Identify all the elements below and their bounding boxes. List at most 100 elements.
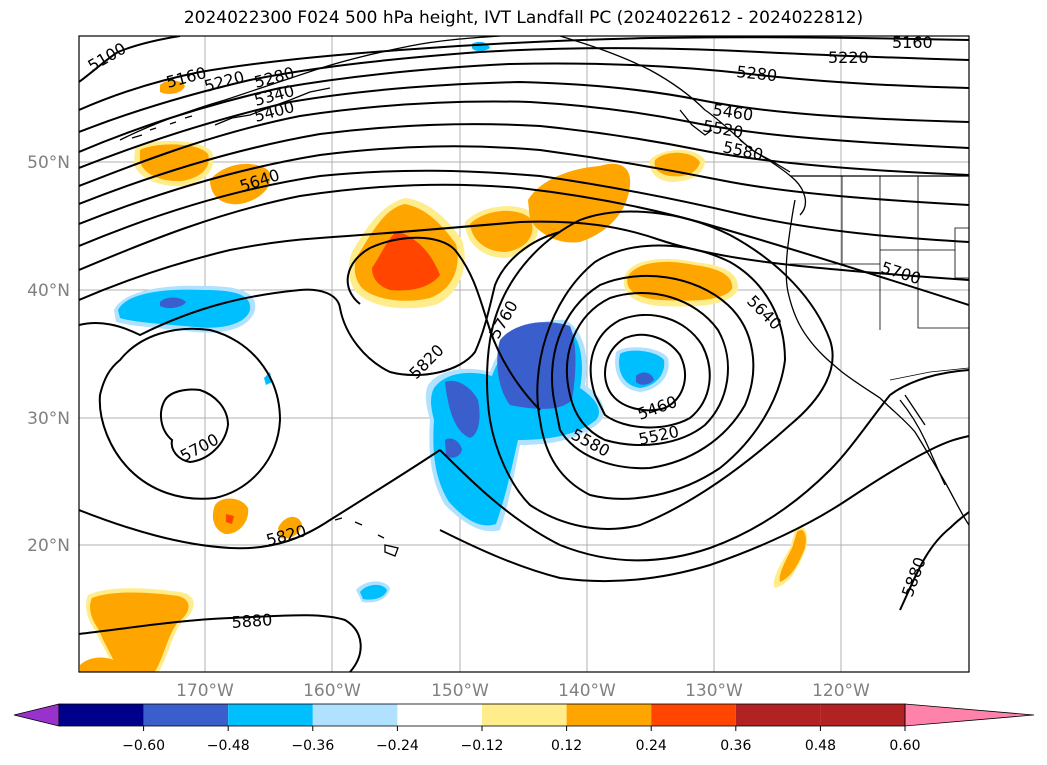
colorbar-tick-label: −0.60 [122,738,165,754]
baja-peninsula [899,394,946,486]
colorbar-tick-label: 0.36 [720,738,751,754]
colorbar-extend-low [14,704,59,726]
lat-label: 30°N [27,409,70,429]
cutoff-5460 [604,333,686,412]
ivt-region [445,380,480,438]
ivt-region [360,584,387,600]
contour-5280 [79,62,969,153]
contour-label: 5880 [231,610,273,632]
ivt-region [160,297,186,309]
colorbar-segment [59,704,144,726]
colorbar-segment [735,704,821,726]
contour-5880-trough [439,435,969,583]
contour-5700-north [79,220,969,301]
contour-5700-low [159,388,230,464]
lon-label: 120°W [812,681,870,701]
contour-5820-ridge [79,231,561,376]
colorbar-segment [651,704,736,726]
colorbar-tick-label: −0.36 [291,738,334,754]
lon-label: 150°W [431,681,489,701]
ivt-region [372,231,440,291]
colorbar-segment [312,704,398,726]
contour-5340 [79,80,969,169]
contour-5820-south [79,449,441,550]
ivt-region [226,514,234,524]
contour-5460-upper [79,123,969,205]
map-area: 5100 5160 5220 5280 5340 5400 5640 5160 … [79,33,969,672]
map-title: 2024022300 F024 500 hPa height, IVT Land… [183,8,864,28]
contour-label: 5280 [736,62,778,85]
lon-label: 170°W [176,681,234,701]
contour-5880-east [899,511,969,611]
ivt-region [470,210,533,252]
colorbar-tick-label: −0.12 [461,738,504,754]
hawaii-islands [334,517,399,557]
se-alaska-coast [559,36,807,216]
colorbar-segment [143,704,229,726]
latitude-labels: 50°N 40°N 30°N 20°N [27,153,70,556]
colorbar: −0.60 −0.48 −0.36 −0.24 −0.12 0.12 0.24 … [13,703,1035,754]
ivt-region [160,80,185,94]
ivt-region [636,372,654,385]
colorbar-ticks [143,726,906,731]
contour-5400 [79,100,969,187]
contour-label: 5160 [892,33,933,52]
ivt-region [445,438,462,458]
contour-5760-low [98,327,282,500]
colorbar-segment [397,704,482,726]
ivt-region [528,163,631,243]
height-contours [79,36,969,672]
longitude-labels: 170°W 160°W 150°W 140°W 130°W 120°W [176,681,870,701]
ivt-region [118,289,251,328]
us-west-coast [785,199,969,526]
colorbar-tick-label: 0.60 [889,738,920,754]
lat-label: 20°N [27,536,70,556]
ivt-positive-regions [80,80,808,672]
lat-label: 50°N [27,153,70,173]
ivt-region [278,516,302,539]
contour-5820-trough [439,369,969,562]
colorbar-tick-label: −0.48 [207,738,250,754]
contour-5100 [79,36,181,83]
ivt-region [90,592,189,672]
colorbar-tick-label: 0.12 [551,738,582,754]
mexico-border [889,367,969,381]
colorbar-segment [482,704,567,726]
ivt-region [140,144,209,182]
colorbar-segment [820,704,905,726]
lon-label: 140°W [558,681,616,701]
lat-label: 40°N [27,281,70,301]
aleutian-islands [131,115,193,139]
contour-5760-trough [486,210,834,530]
cutoff-5520 [589,313,711,429]
ivt-region [210,163,271,205]
contour-5520-upper [79,145,969,225]
ivt-negative-regions [114,41,669,603]
contour-5880-south [79,614,362,672]
contour-5640-upper [79,183,969,306]
cutoff-5580 [566,292,729,446]
colorbar-tick-label: 0.24 [636,738,667,754]
lon-label: 130°W [685,681,743,701]
colorbar-tick-label: 0.48 [805,738,836,754]
contour-5580-upper [79,169,969,247]
colorbar-extend-high [905,704,1034,726]
bc-islands [679,109,791,173]
colorbar-tick-label: −0.24 [376,738,419,754]
ivt-region [627,261,733,301]
lon-label: 160°W [303,681,361,701]
ivt-region [80,657,120,672]
contour-5160 [79,36,969,111]
colorbar-segment [228,704,313,726]
contour-5220 [79,47,969,133]
map-frame [78,35,970,673]
ivt-region [779,529,806,582]
cutoff-5640 [551,274,755,470]
gridlines [79,36,969,672]
cutoff-5700 [536,244,787,500]
contour-label: 5220 [828,48,869,67]
contour-5760-ridge [346,236,541,411]
colorbar-segment [566,704,652,726]
state-borders [790,176,969,330]
